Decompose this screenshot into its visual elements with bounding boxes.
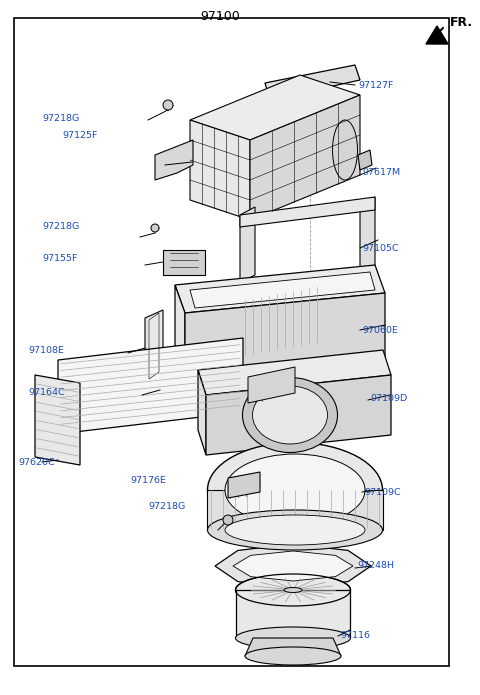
Polygon shape bbox=[175, 265, 385, 313]
Polygon shape bbox=[358, 150, 372, 170]
Polygon shape bbox=[190, 272, 375, 308]
Text: 97164C: 97164C bbox=[28, 388, 65, 397]
Ellipse shape bbox=[207, 510, 383, 550]
Ellipse shape bbox=[245, 647, 341, 665]
Text: 97109D: 97109D bbox=[370, 393, 407, 402]
Circle shape bbox=[223, 515, 233, 525]
Polygon shape bbox=[360, 197, 375, 275]
Polygon shape bbox=[207, 490, 383, 530]
Ellipse shape bbox=[236, 574, 350, 606]
Text: 97108E: 97108E bbox=[28, 345, 64, 354]
Text: 97060E: 97060E bbox=[362, 325, 398, 334]
Polygon shape bbox=[58, 338, 243, 434]
Polygon shape bbox=[215, 544, 371, 588]
Polygon shape bbox=[175, 285, 185, 380]
Polygon shape bbox=[198, 370, 206, 455]
Polygon shape bbox=[190, 75, 360, 140]
Text: FR.: FR. bbox=[450, 15, 473, 28]
Text: 97109C: 97109C bbox=[364, 487, 401, 496]
Circle shape bbox=[151, 224, 159, 232]
Text: 97617M: 97617M bbox=[362, 167, 400, 177]
Polygon shape bbox=[250, 95, 360, 220]
Text: 97176E: 97176E bbox=[130, 475, 166, 484]
Text: 97218G: 97218G bbox=[42, 113, 79, 122]
Polygon shape bbox=[233, 551, 353, 581]
Polygon shape bbox=[228, 472, 260, 498]
Polygon shape bbox=[426, 26, 448, 44]
Text: 97100: 97100 bbox=[200, 10, 240, 23]
Text: 97125F: 97125F bbox=[62, 131, 97, 140]
Text: 97155F: 97155F bbox=[42, 254, 77, 263]
Circle shape bbox=[163, 100, 173, 110]
Polygon shape bbox=[155, 140, 193, 180]
Polygon shape bbox=[145, 310, 163, 383]
Text: 97105C: 97105C bbox=[362, 243, 398, 252]
Polygon shape bbox=[248, 367, 295, 403]
Ellipse shape bbox=[333, 120, 358, 180]
Polygon shape bbox=[240, 197, 375, 227]
Text: 97620C: 97620C bbox=[18, 457, 55, 466]
Polygon shape bbox=[190, 120, 250, 220]
Polygon shape bbox=[245, 638, 341, 656]
Polygon shape bbox=[206, 375, 391, 455]
Ellipse shape bbox=[207, 443, 383, 537]
Ellipse shape bbox=[284, 587, 302, 593]
Ellipse shape bbox=[225, 515, 365, 545]
Polygon shape bbox=[236, 590, 350, 638]
Polygon shape bbox=[185, 293, 385, 380]
Text: 97218G: 97218G bbox=[42, 222, 79, 231]
Text: 97116: 97116 bbox=[340, 630, 370, 639]
Polygon shape bbox=[163, 250, 205, 275]
Ellipse shape bbox=[252, 386, 327, 444]
Polygon shape bbox=[198, 350, 391, 395]
Polygon shape bbox=[35, 375, 80, 465]
Polygon shape bbox=[265, 65, 360, 100]
Text: 97218G: 97218G bbox=[148, 502, 185, 511]
Text: 97127F: 97127F bbox=[358, 81, 394, 90]
Ellipse shape bbox=[242, 377, 337, 452]
Text: 97248H: 97248H bbox=[357, 562, 394, 571]
Polygon shape bbox=[240, 207, 255, 283]
Ellipse shape bbox=[225, 454, 365, 526]
Ellipse shape bbox=[236, 627, 350, 649]
